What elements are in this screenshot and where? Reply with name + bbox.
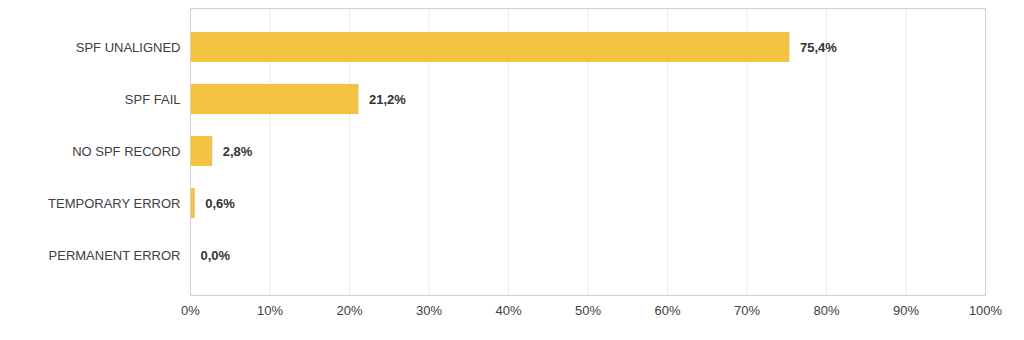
svg-text:TEMPORARY ERROR: TEMPORARY ERROR bbox=[48, 196, 180, 211]
svg-text:40%: 40% bbox=[495, 303, 521, 318]
svg-text:70%: 70% bbox=[734, 303, 760, 318]
svg-text:SPF FAIL: SPF FAIL bbox=[125, 92, 181, 107]
svg-text:10%: 10% bbox=[257, 303, 283, 318]
svg-text:0%: 0% bbox=[181, 303, 200, 318]
svg-text:100%: 100% bbox=[969, 303, 1003, 318]
svg-text:75,4%: 75,4% bbox=[800, 40, 837, 55]
svg-text:50%: 50% bbox=[575, 303, 601, 318]
svg-text:0,0%: 0,0% bbox=[201, 248, 231, 263]
svg-text:30%: 30% bbox=[416, 303, 442, 318]
svg-text:0,6%: 0,6% bbox=[205, 196, 235, 211]
svg-text:80%: 80% bbox=[813, 303, 839, 318]
svg-text:60%: 60% bbox=[654, 303, 680, 318]
svg-text:SPF UNALIGNED: SPF UNALIGNED bbox=[76, 40, 181, 55]
svg-text:21,2%: 21,2% bbox=[369, 92, 406, 107]
svg-text:NO SPF RECORD: NO SPF RECORD bbox=[72, 144, 180, 159]
svg-text:2,8%: 2,8% bbox=[223, 144, 253, 159]
svg-text:20%: 20% bbox=[336, 303, 362, 318]
svg-text:PERMANENT ERROR: PERMANENT ERROR bbox=[49, 248, 181, 263]
svg-text:90%: 90% bbox=[893, 303, 919, 318]
